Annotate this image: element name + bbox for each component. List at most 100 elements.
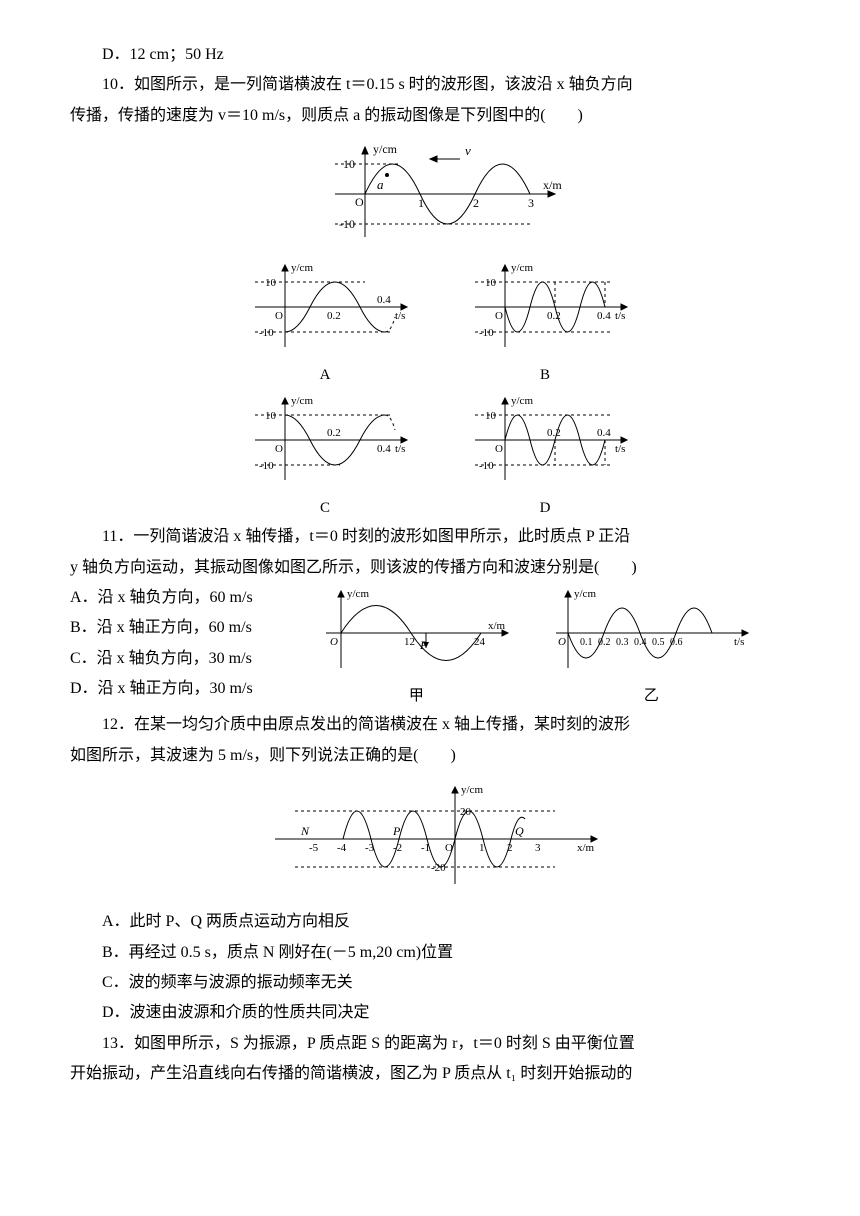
svg-text:20: 20 xyxy=(460,806,472,818)
svg-text:O: O xyxy=(558,636,566,648)
q10-option-c-label: C xyxy=(235,494,415,523)
svg-text:3: 3 xyxy=(528,196,534,210)
svg-text:N: N xyxy=(300,824,310,838)
svg-text:-2: -2 xyxy=(393,842,402,854)
svg-text:Q: Q xyxy=(515,824,524,838)
q11-option-a: A．沿 x 轴负方向，60 m/s xyxy=(70,583,253,613)
svg-text:0.5: 0.5 xyxy=(652,637,665,648)
svg-text:-10: -10 xyxy=(339,217,355,231)
q10-wave-figure: y/cm 10 -10 O 1 2 3 x/m v a xyxy=(70,139,800,249)
svg-text:0.4: 0.4 xyxy=(377,443,391,455)
svg-text:-20: -20 xyxy=(431,862,446,874)
q13-stem-1: 13．如图甲所示，S 为振源，P 质点距 S 的距离为 r，t＝0 时刻 S 由… xyxy=(70,1029,800,1059)
svg-text:0.4: 0.4 xyxy=(634,637,647,648)
svg-text:y/cm: y/cm xyxy=(291,262,313,274)
q11-option-b: B．沿 x 轴正方向，60 m/s xyxy=(70,613,253,643)
q10-stem-1: 10．如图所示，是一列简谐横波在 t＝0.15 s 时的波形图，该波沿 x 轴负… xyxy=(70,70,800,100)
svg-text:0.4: 0.4 xyxy=(597,310,611,322)
q10-options-row-2: y/cm 10 -10 O 0.2 0.4 t/s C y/cm 10 -10 xyxy=(70,390,800,523)
svg-text:t/s: t/s xyxy=(395,443,405,455)
q9-option-d: D．12 cm；50 Hz xyxy=(70,40,800,70)
svg-text:O: O xyxy=(275,310,283,322)
q11-options: A．沿 x 轴负方向，60 m/s B．沿 x 轴正方向，60 m/s C．沿 … xyxy=(70,583,253,705)
svg-text:-10: -10 xyxy=(479,460,494,472)
q10-option-b-label: B xyxy=(455,361,635,390)
q11-figures: y/cm O 12 24 x/m P 甲 y/cm O xyxy=(273,583,800,711)
q10-stem-2: 传播，传播的速度为 v＝10 m/s，则质点 a 的振动图像是下列图中的( ) xyxy=(70,101,800,131)
svg-text:-3: -3 xyxy=(365,842,375,854)
svg-text:x/m: x/m xyxy=(488,620,506,632)
svg-text:-4: -4 xyxy=(337,842,347,854)
svg-text:-10: -10 xyxy=(259,327,274,339)
svg-text:0.1: 0.1 xyxy=(580,637,593,648)
svg-text:t/s: t/s xyxy=(615,310,625,322)
svg-text:0.3: 0.3 xyxy=(616,637,629,648)
svg-text:-10: -10 xyxy=(479,327,494,339)
q10-option-a-graph: y/cm 10 -10 O 0.2 0.4 t/s xyxy=(235,257,415,357)
svg-text:1: 1 xyxy=(479,842,485,854)
svg-text:12: 12 xyxy=(404,636,415,648)
svg-text:10: 10 xyxy=(265,277,277,289)
svg-text:0.4: 0.4 xyxy=(377,294,391,306)
svg-text:O: O xyxy=(495,310,503,322)
q11-option-d: D．沿 x 轴正方向，30 m/s xyxy=(70,674,253,704)
svg-text:0.2: 0.2 xyxy=(327,427,341,439)
svg-text:a: a xyxy=(377,177,384,192)
svg-text:0.6: 0.6 xyxy=(670,637,683,648)
q11-stem-1: 11．一列简谐波沿 x 轴传播，t＝0 时刻的波形如图甲所示，此时质点 P 正沿 xyxy=(70,522,800,552)
svg-text:2: 2 xyxy=(473,196,479,210)
q12-figure: y/cm 20 -20 O -5 -4 -3 -2 -1 1 2 3 x/m N… xyxy=(70,779,800,899)
svg-text:t/s: t/s xyxy=(734,636,744,648)
q10-option-b-graph: y/cm 10 -10 O 0.2 0.4 t/s xyxy=(455,257,635,357)
q13-stem-2: 开始振动，产生沿直线向右传播的简谐横波，图乙为 P 质点从 t₁ 时刻开始振动的 xyxy=(70,1059,800,1089)
svg-text:0.2: 0.2 xyxy=(327,310,341,322)
svg-text:y/cm: y/cm xyxy=(461,784,483,796)
svg-text:10: 10 xyxy=(343,157,355,171)
svg-text:10: 10 xyxy=(485,410,497,422)
svg-text:-1: -1 xyxy=(421,842,430,854)
q11-fig-jia-label: 甲 xyxy=(316,682,516,711)
q11-stem-2: y 轴负方向运动，其振动图像如图乙所示，则该波的传播方向和波速分别是( ) xyxy=(70,553,800,583)
svg-text:-10: -10 xyxy=(259,460,274,472)
svg-text:0.2: 0.2 xyxy=(547,310,561,322)
q11-fig-jia: y/cm O 12 24 x/m P xyxy=(316,583,516,678)
svg-text:v: v xyxy=(465,143,471,158)
q10-option-a-label: A xyxy=(235,361,415,390)
q12-stem-2: 如图所示，其波速为 5 m/s，则下列说法正确的是( ) xyxy=(70,741,800,771)
svg-text:2: 2 xyxy=(507,842,513,854)
q10-option-d-label: D xyxy=(455,494,635,523)
svg-text:y/cm: y/cm xyxy=(291,395,313,407)
svg-text:P: P xyxy=(392,824,401,838)
svg-text:y/cm: y/cm xyxy=(347,588,369,600)
svg-text:O: O xyxy=(355,195,364,209)
q11-option-c: C．沿 x 轴负方向，30 m/s xyxy=(70,644,253,674)
q10-option-c-graph: y/cm 10 -10 O 0.2 0.4 t/s xyxy=(235,390,415,490)
svg-text:O: O xyxy=(275,443,283,455)
svg-text:y/cm: y/cm xyxy=(373,142,398,156)
svg-text:10: 10 xyxy=(265,410,277,422)
svg-text:y/cm: y/cm xyxy=(511,395,533,407)
svg-text:t/s: t/s xyxy=(395,310,405,322)
svg-text:x/m: x/m xyxy=(577,842,595,854)
q12-option-a: A．此时 P、Q 两质点运动方向相反 xyxy=(70,907,800,937)
svg-text:24: 24 xyxy=(474,636,486,648)
q10-options-row-1: y/cm 10 -10 O 0.2 0.4 t/s A y/cm 10 -10 xyxy=(70,257,800,390)
q11-fig-yi-label: 乙 xyxy=(546,682,756,711)
svg-text:1: 1 xyxy=(418,196,424,210)
q12-option-b: B．再经过 0.5 s，质点 N 刚好在(－5 m,20 cm)位置 xyxy=(70,938,800,968)
svg-text:10: 10 xyxy=(485,277,497,289)
q12-option-c: C．波的频率与波源的振动频率无关 xyxy=(70,968,800,998)
q12-option-d: D．波速由波源和介质的性质共同决定 xyxy=(70,998,800,1028)
svg-text:O: O xyxy=(445,842,453,854)
q10-option-d-graph: y/cm 10 -10 O 0.2 0.4 t/s xyxy=(455,390,635,490)
svg-text:3: 3 xyxy=(535,842,541,854)
svg-text:0.2: 0.2 xyxy=(547,427,561,439)
svg-text:0.2: 0.2 xyxy=(598,637,611,648)
svg-text:0.4: 0.4 xyxy=(597,427,611,439)
q12-stem-1: 12．在某一均匀介质中由原点发出的简谐横波在 x 轴上传播，某时刻的波形 xyxy=(70,710,800,740)
svg-text:O: O xyxy=(495,443,503,455)
svg-text:-5: -5 xyxy=(309,842,319,854)
svg-text:O: O xyxy=(330,636,338,648)
svg-text:t/s: t/s xyxy=(615,443,625,455)
svg-text:y/cm: y/cm xyxy=(511,262,533,274)
